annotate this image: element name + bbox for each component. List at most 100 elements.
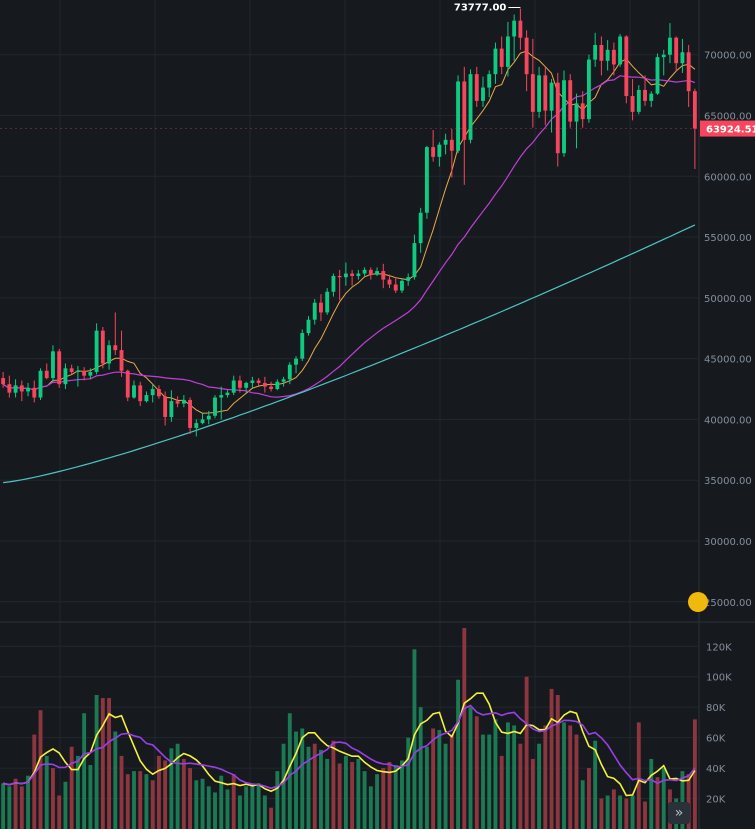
candle-body-down <box>555 82 560 154</box>
volume-bar-up <box>343 755 348 829</box>
candle-body-up <box>281 379 286 382</box>
volume-bar-down <box>636 722 641 829</box>
volume-bar-down <box>38 710 43 829</box>
candle-body-down <box>462 81 467 140</box>
volume-bar-up <box>562 722 566 829</box>
price-tick-label: 40000.00 <box>704 415 752 426</box>
volume-bar-up <box>206 786 211 829</box>
volume-bar-down <box>431 728 436 829</box>
volume-bar-up <box>481 734 485 829</box>
volume-bar-down <box>692 719 697 829</box>
candle-body-down <box>368 269 373 275</box>
candle-body-up <box>406 277 411 281</box>
price-tick-label: 55000.00 <box>704 233 752 244</box>
candle-body-up <box>75 370 80 372</box>
volume-bar-up <box>88 765 93 829</box>
candle-body-down <box>256 380 261 383</box>
candle-body-up <box>132 385 136 398</box>
volume-bar-up <box>456 679 460 829</box>
candle-body-up <box>150 389 155 396</box>
volume-bar-up <box>169 748 174 829</box>
volume-bar-up <box>649 758 654 829</box>
candle-body-down <box>69 368 74 372</box>
ma-mid-line <box>2 75 696 398</box>
candle-body-down <box>100 330 105 364</box>
volume-bar-up <box>661 768 666 829</box>
candle-body-up <box>94 330 99 372</box>
volume-tick-label: 80K <box>706 703 726 714</box>
candle-body-up <box>537 75 542 112</box>
volume-bar-up <box>393 765 398 829</box>
volume-bar-down <box>13 778 18 829</box>
volume-bar-up <box>7 786 12 829</box>
candle-body-up <box>618 36 623 65</box>
volume-bar-up <box>487 734 492 829</box>
volume-bar-down <box>231 774 236 829</box>
volume-bar-up <box>1 783 6 829</box>
volume-bar-down <box>686 774 691 829</box>
volume-bar-up <box>63 781 68 829</box>
volume-bar-down <box>51 768 55 829</box>
candle-body-up <box>144 395 149 402</box>
volume-bar-up <box>443 743 448 829</box>
volume-bar-up <box>275 771 280 829</box>
candle-body-down <box>692 91 697 129</box>
volume-bar-down <box>57 795 62 829</box>
volume-tick-label: 100K <box>706 673 732 684</box>
candle-body-down <box>57 351 62 385</box>
candle-body-up <box>213 397 217 416</box>
volume-bar-up <box>300 728 305 829</box>
volume-bar-down <box>150 780 155 829</box>
coin-icon[interactable] <box>688 592 708 612</box>
volume-bar-down <box>269 807 274 829</box>
volume-bar-down <box>188 768 193 829</box>
candle-body-up <box>343 273 348 278</box>
volume-ma-slow-line <box>2 704 696 790</box>
candle-body-down <box>611 49 616 65</box>
candle-body-down <box>674 37 679 64</box>
price-tick-label: 50000.00 <box>704 294 752 305</box>
last-price-tag <box>700 120 755 137</box>
volume-bar-down <box>100 698 105 829</box>
candle-body-up <box>468 74 473 140</box>
volume-bar-up <box>580 780 585 829</box>
price-tick-label: 60000.00 <box>704 172 752 183</box>
volume-bar-up <box>418 707 423 829</box>
candle-body-down <box>125 370 130 398</box>
last-price-label: 63924.51 <box>706 125 755 136</box>
volume-bar-up <box>250 783 255 829</box>
volume-bar-down <box>611 789 616 829</box>
candle-body-down <box>643 89 647 101</box>
volume-bar-up <box>319 749 323 829</box>
candle-body-down <box>337 275 342 278</box>
volume-bar-down <box>643 801 647 829</box>
candle-body-down <box>543 75 548 111</box>
candle-body-up <box>219 395 224 398</box>
candle-body-down <box>381 271 386 280</box>
volume-bar-down <box>474 716 479 829</box>
moving-average-lines <box>2 50 696 484</box>
candle-body-up <box>356 273 361 276</box>
candle-body-up <box>26 387 30 392</box>
volume-bar-down <box>449 734 454 829</box>
volume-bar-up <box>75 755 80 829</box>
volume-bar-down <box>181 758 186 829</box>
volume-bar-down <box>568 725 573 829</box>
candle-body-down <box>580 103 585 120</box>
volume-bar-down <box>518 743 523 829</box>
volume-bar-down <box>163 760 168 829</box>
candle-body-down <box>524 37 529 75</box>
candle-body-up <box>231 380 236 393</box>
candle-body-up <box>562 80 566 154</box>
volume-bar-down <box>156 755 161 829</box>
volume-bar-up <box>294 731 298 829</box>
scroll-to-latest-button[interactable]: » <box>668 802 690 824</box>
volume-bar-down <box>125 774 130 829</box>
price-tick-label: 30000.00 <box>704 537 752 548</box>
price-tick-label: 25000.00 <box>704 598 752 609</box>
price-markers: 73777.00 63924.51 <box>0 3 755 137</box>
volume-bar-down <box>599 798 604 829</box>
